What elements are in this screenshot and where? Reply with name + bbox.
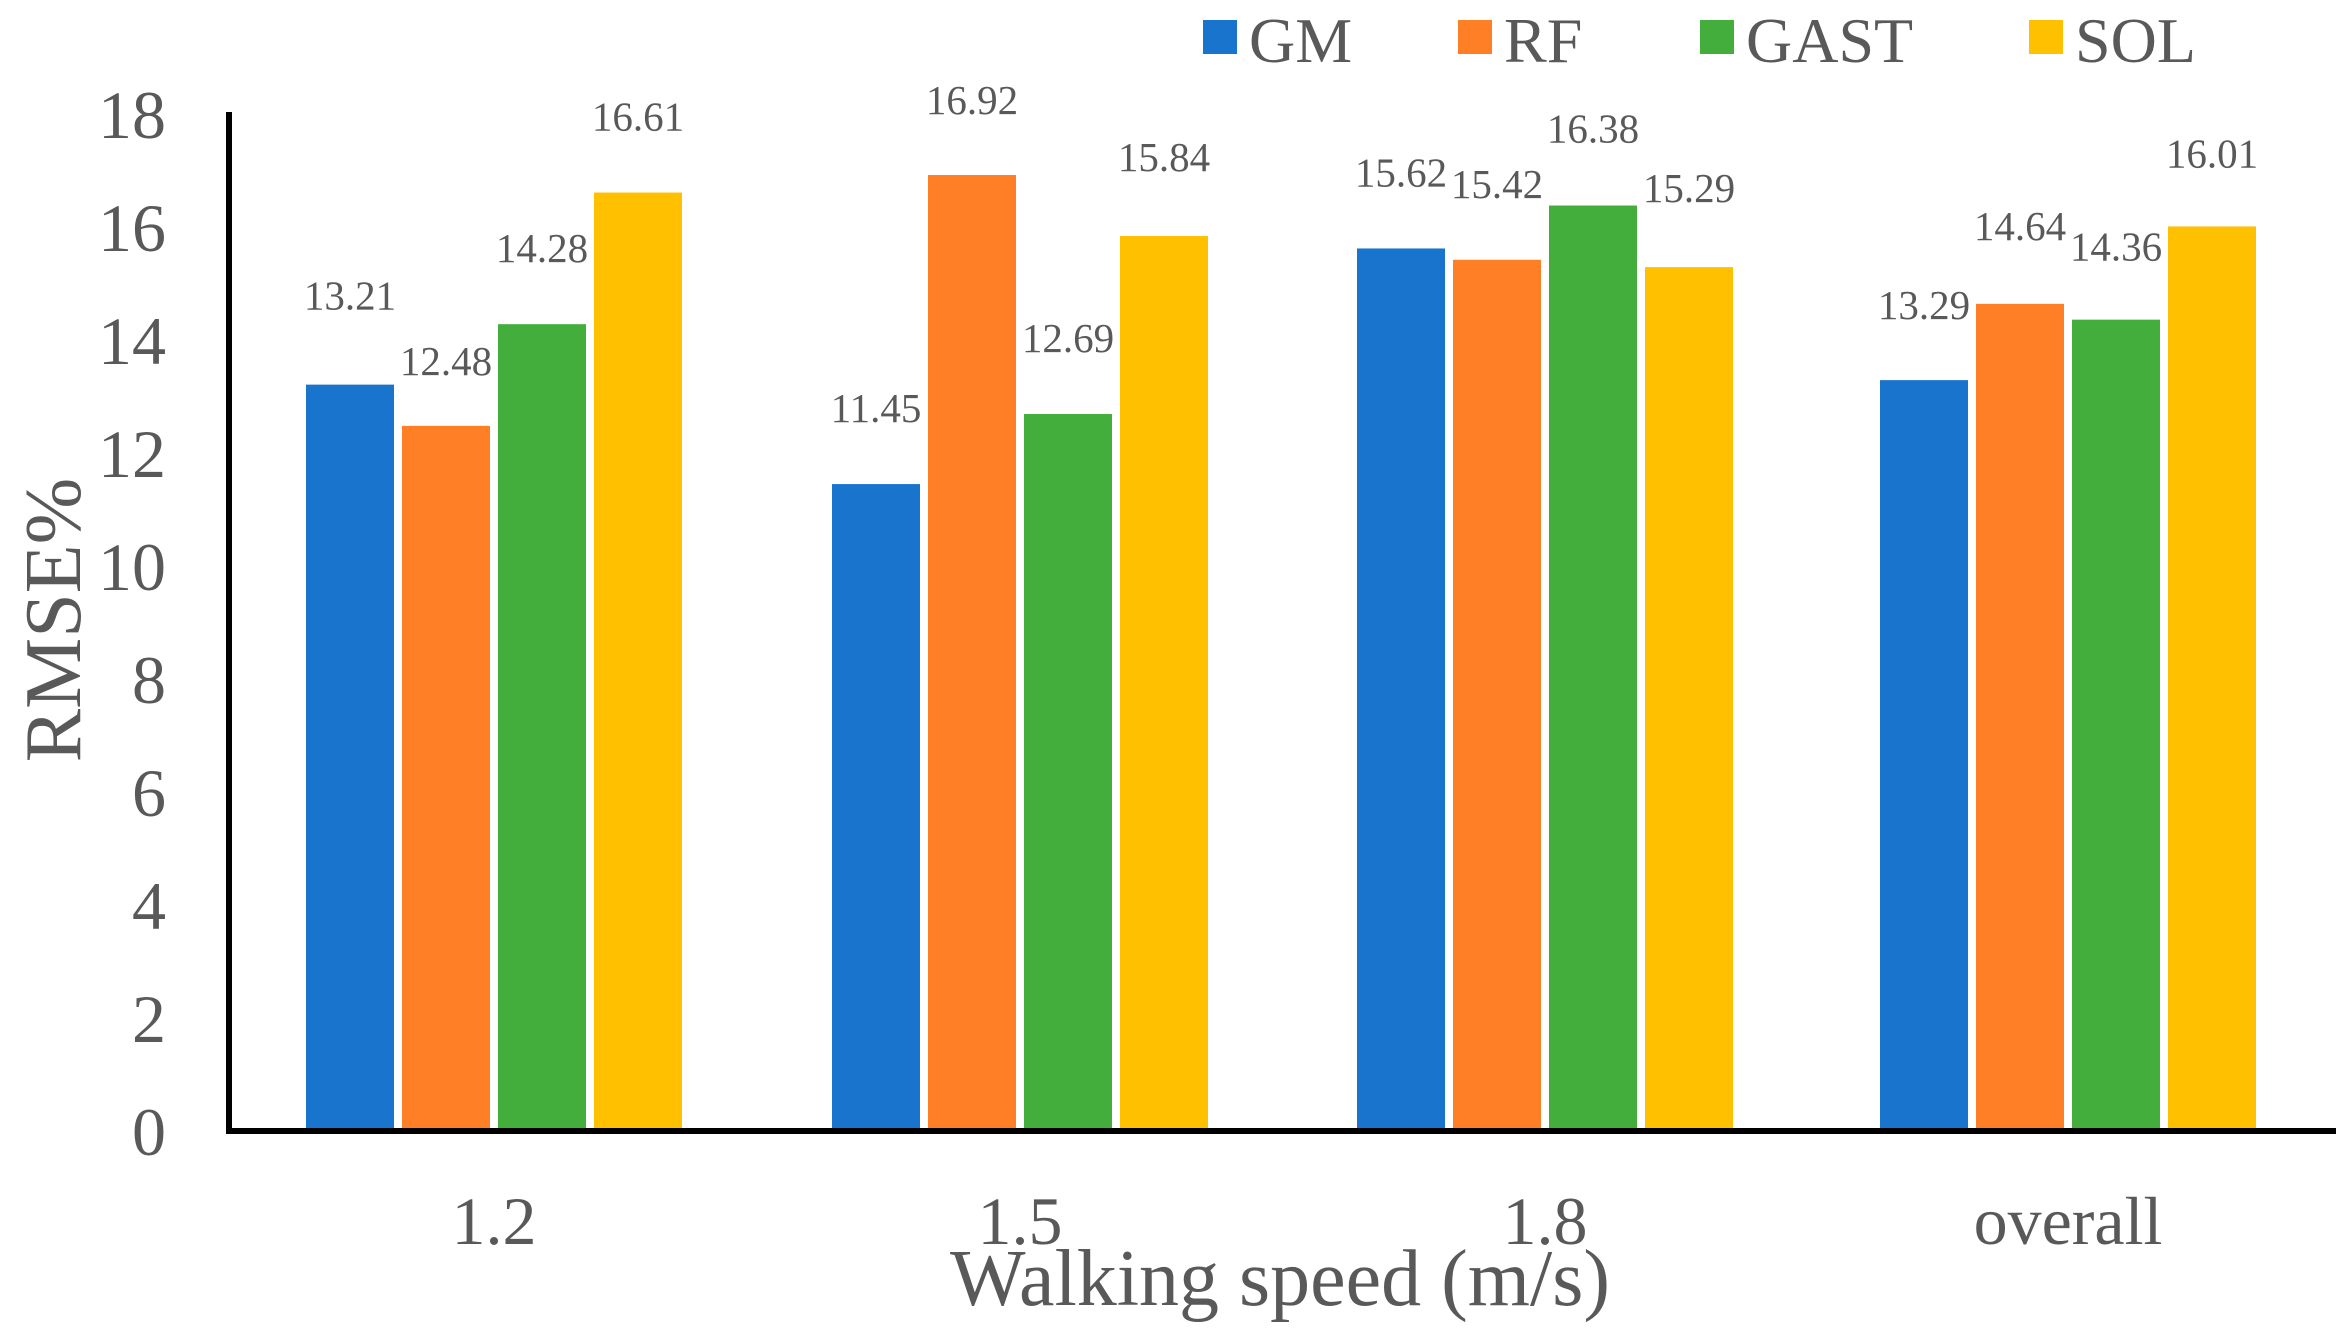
y-tick-label: 16 [98,190,166,266]
bar-sol [1120,236,1208,1132]
bar-sol [2168,226,2256,1131]
data-labels: 13.21 11.45 15.62 13.29 12.48 16.92 15.42 14.64… [304,77,2258,431]
y-tick-label: 12 [98,416,166,492]
x-axis-title: Walking speed (m/s) [950,1235,1610,1323]
y-tick-label: 14 [98,303,166,379]
data-label: 15.62 [1355,149,1447,195]
bar-gast [1549,205,1637,1131]
bar-gm [832,484,920,1131]
legend: GM RF GAST SOL [1203,5,2196,76]
bar-rf [402,425,490,1131]
bar-sol [1645,267,1733,1131]
bar-gast [1024,414,1112,1131]
bar-gm [1880,380,1968,1131]
legend-swatch-rf [1458,20,1492,54]
bar-gast [2072,319,2160,1131]
data-label: 13.21 [304,273,396,319]
legend-swatch-gast [1700,20,1734,54]
legend-label-sol: SOL [2075,5,2196,76]
data-label: 15.42 [1451,161,1543,207]
y-axis-ticks: 0 2 4 6 8 10 12 14 16 18 [98,77,166,1170]
data-label: 15.29 [1643,165,1735,211]
data-label: 11.45 [831,385,922,431]
data-label: 15.84 [1118,134,1210,180]
legend-swatch-sol [2029,20,2063,54]
y-tick-label: 18 [98,77,166,153]
x-tick-label: 1.5 [978,1183,1063,1259]
legend-label-rf: RF [1504,5,1582,76]
x-tick-label: 1.2 [452,1183,537,1259]
data-label: 16.61 [592,94,684,140]
data-label: 16.92 [926,77,1018,123]
data-label: 13.29 [1878,282,1970,328]
data-label: 12.48 [400,338,492,384]
x-axis-ticks: 1.2 1.5 1.8 overall [452,1183,2163,1259]
bar-gm [306,384,394,1131]
y-tick-label: 0 [132,1094,166,1170]
bar-gm [1357,248,1445,1132]
y-tick-label: 6 [132,755,166,831]
bar-sol [594,192,682,1131]
data-label: 14.28 [496,225,588,271]
data-label: 14.36 [2070,224,2162,270]
bar-gast [498,324,586,1131]
bar-rf [1453,259,1541,1131]
y-tick-label: 2 [132,981,166,1057]
legend-label-gast: GAST [1746,5,1913,76]
x-tick-label: 1.8 [1503,1183,1588,1259]
x-tick-label: overall [1974,1183,2163,1259]
bars [306,175,2256,1132]
y-axis-title: RMSE% [10,478,98,763]
y-tick-label: 10 [98,529,166,605]
data-label: 16.38 [1547,106,1639,152]
legend-swatch-gm [1203,20,1237,54]
legend-label-gm: GM [1249,5,1352,76]
data-label: 12.69 [1022,315,1114,361]
y-tick-label: 4 [132,868,166,944]
bar-rf [1976,303,2064,1132]
bar-rf [928,175,1016,1131]
data-label: 14.64 [1974,203,2066,249]
data-label: 16.01 [2166,130,2258,176]
y-tick-label: 8 [132,642,166,718]
